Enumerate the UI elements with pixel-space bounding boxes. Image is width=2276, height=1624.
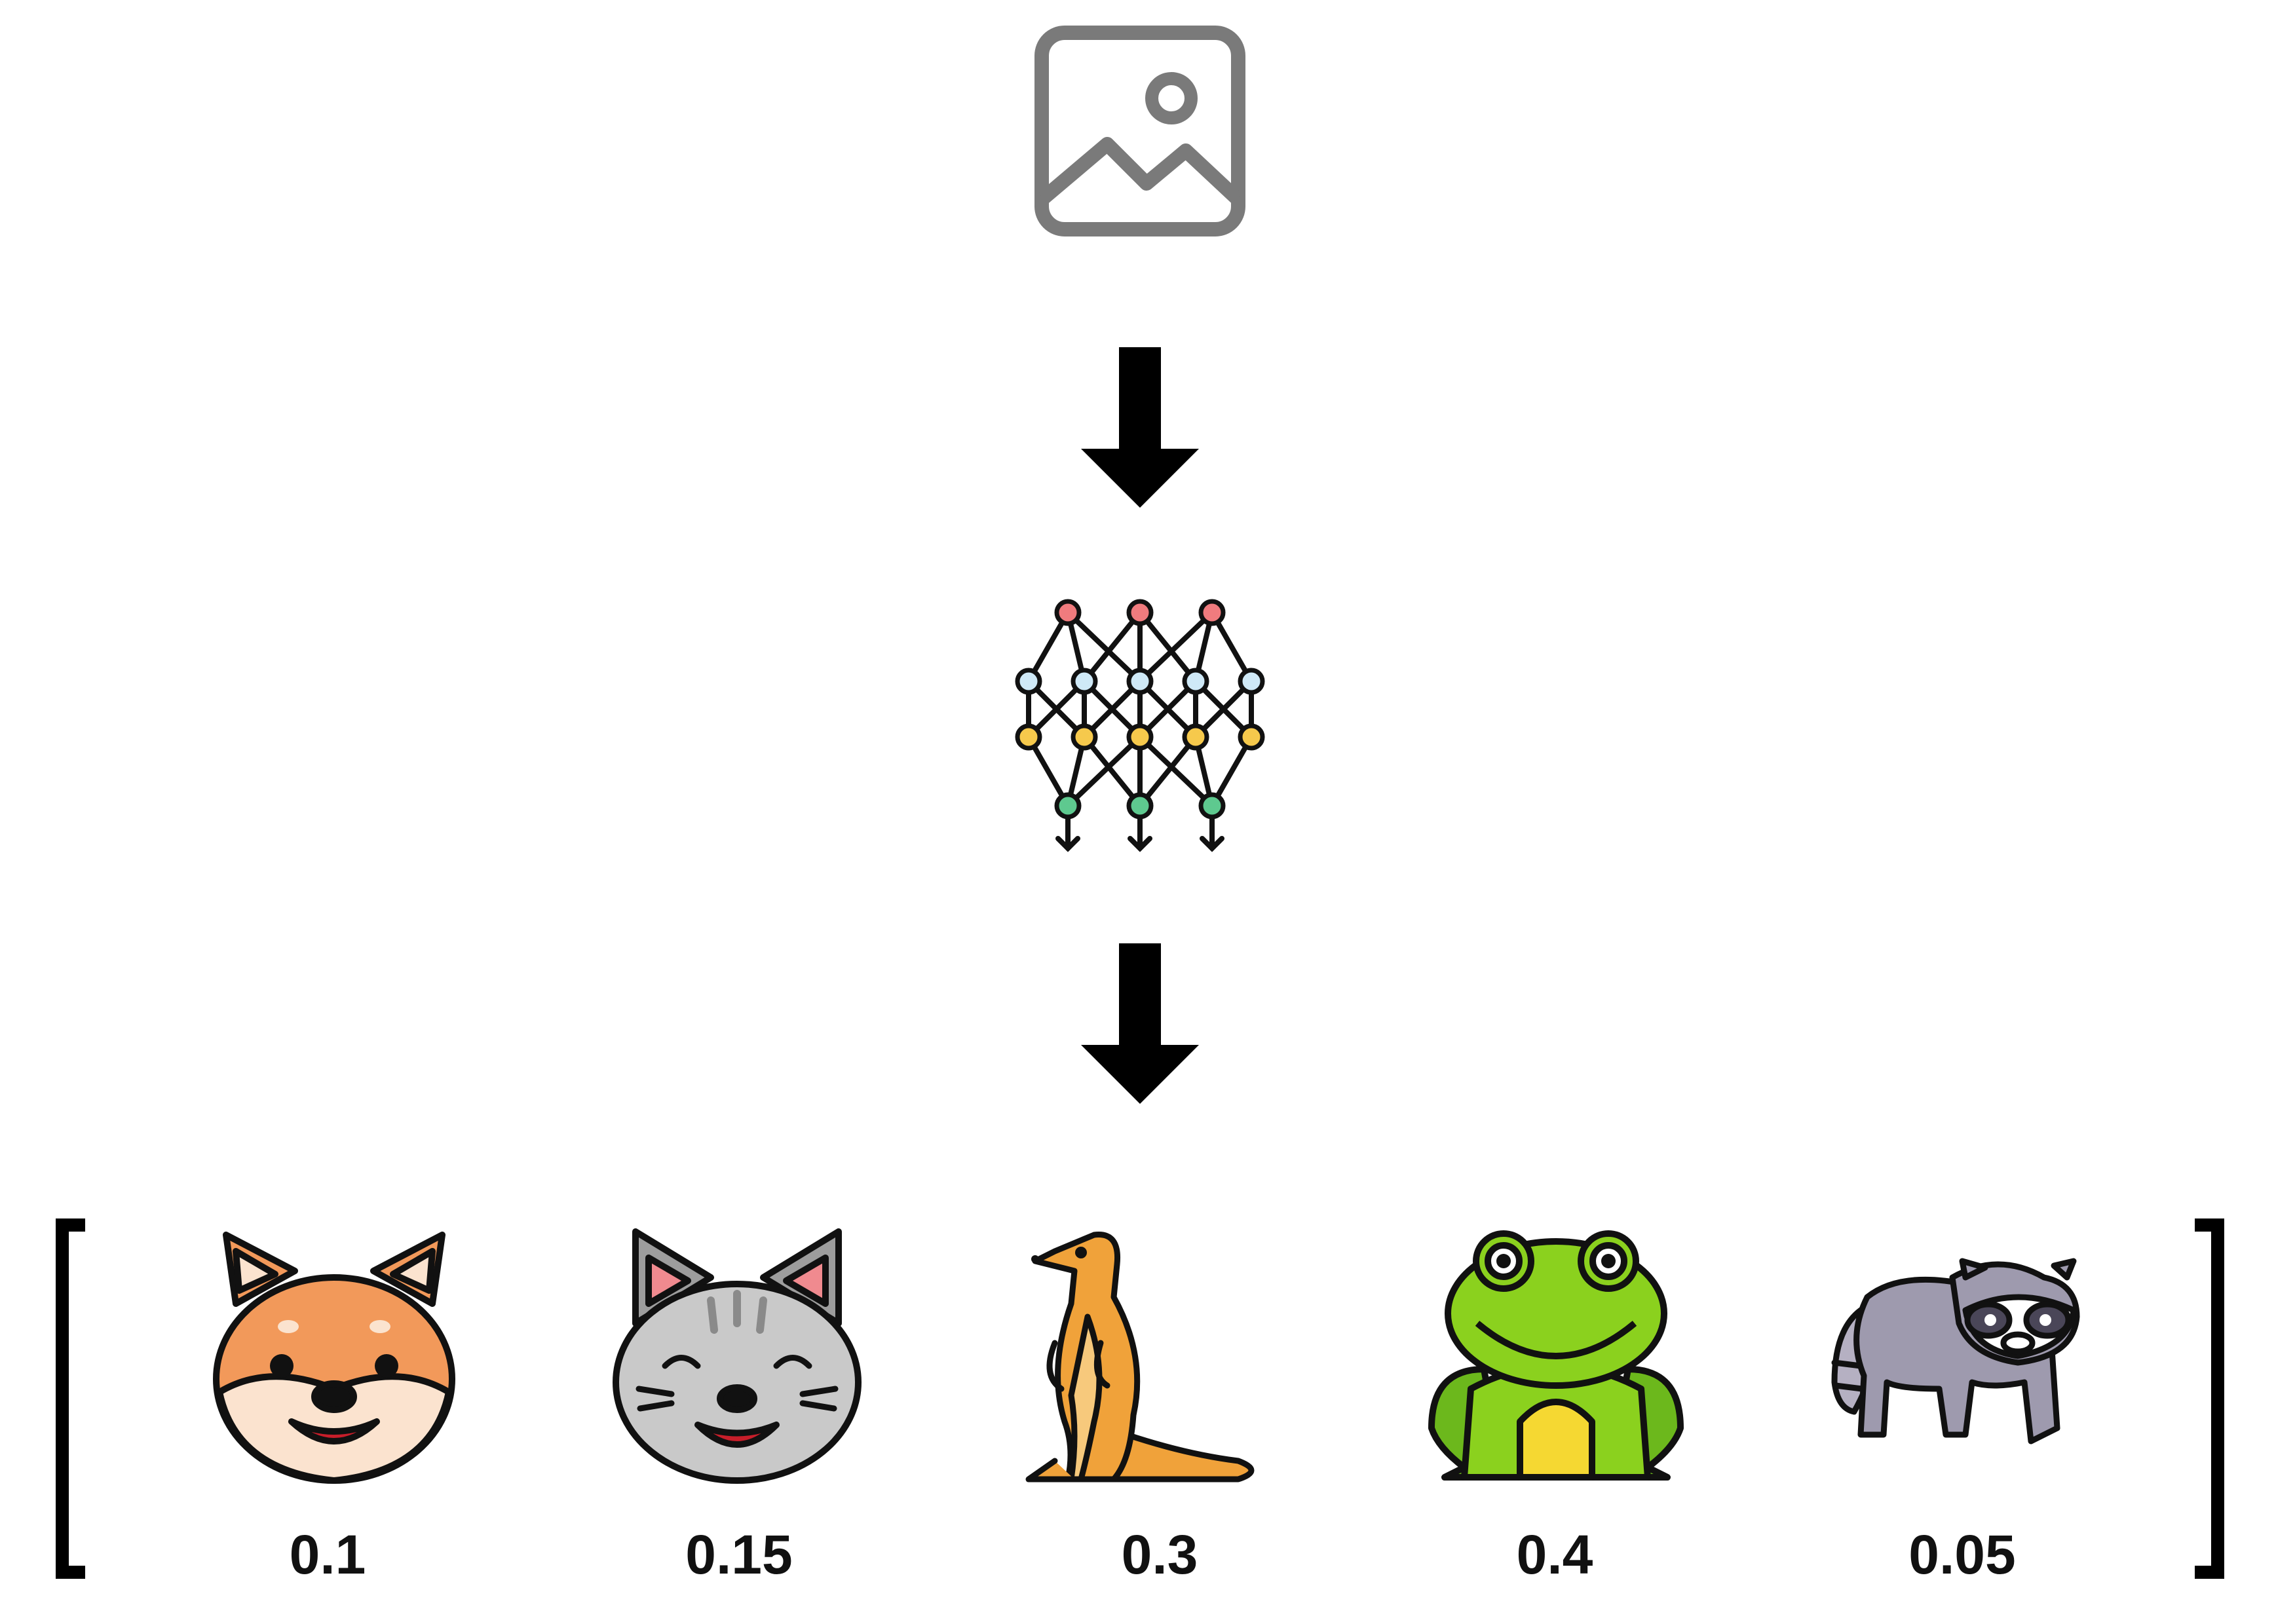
- down-arrow-icon: [1081, 943, 1199, 1104]
- right-bracket: [2195, 1218, 2224, 1579]
- probability-label: 0.1: [289, 1524, 366, 1585]
- probability-label: 0.4: [1516, 1524, 1593, 1585]
- frog-icon: [1428, 1230, 1684, 1481]
- probability-label: 0.05: [1908, 1524, 2016, 1585]
- image-icon: [1034, 26, 1245, 236]
- meerkat-icon: [1025, 1232, 1255, 1482]
- left-bracket: [56, 1218, 85, 1579]
- raccoon-icon: [1831, 1258, 2080, 1445]
- neural-network-icon: [1015, 599, 1265, 852]
- shiba-dog-icon: [213, 1232, 455, 1484]
- probability-label: 0.15: [685, 1524, 793, 1585]
- cat-icon: [613, 1228, 862, 1484]
- probability-label: 0.3: [1121, 1524, 1198, 1585]
- down-arrow-icon: [1081, 347, 1199, 508]
